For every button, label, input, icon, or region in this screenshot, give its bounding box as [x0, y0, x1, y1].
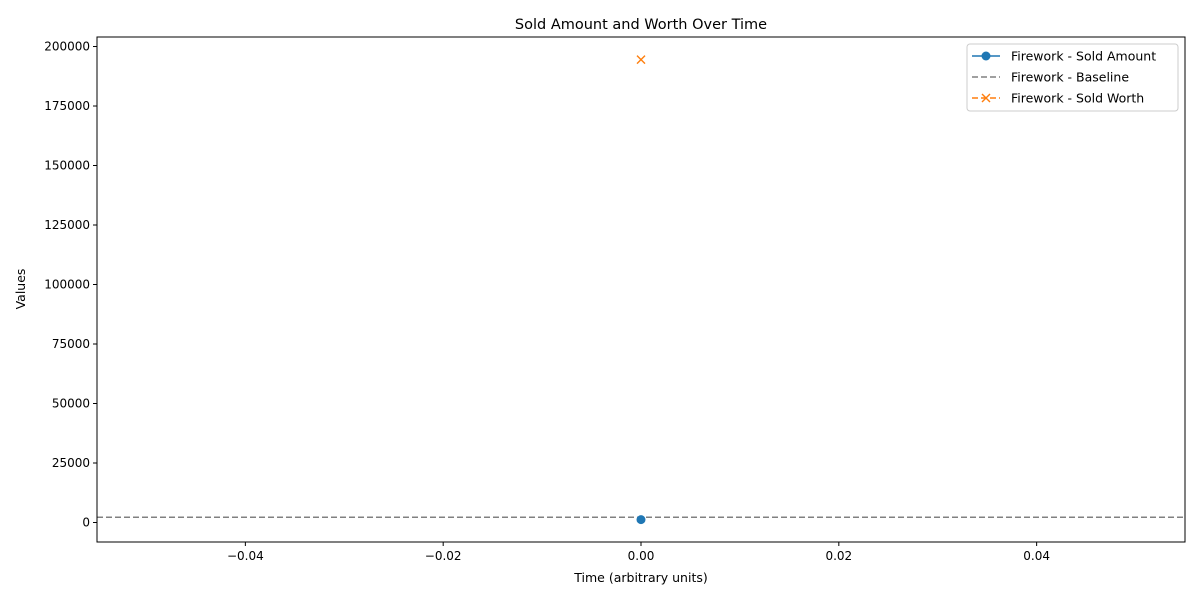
y-tick-label: 50000 [52, 396, 90, 410]
x-axis-label: Time (arbitrary units) [573, 570, 707, 585]
y-tick-label: 175000 [44, 99, 90, 113]
data-point-0 [636, 515, 646, 525]
y-axis-label: Values [13, 269, 28, 310]
legend-label: Firework - Sold Worth [1011, 91, 1144, 106]
x-tick-label: −0.04 [227, 549, 264, 563]
y-tick-label: 0 [82, 515, 90, 529]
plot-frame [96, 36, 1186, 543]
x-tick-label: 0.00 [628, 549, 655, 563]
x-tick-label: 0.04 [1023, 549, 1050, 563]
legend: Firework - Sold Amount Firework - Baselin… [966, 43, 1179, 112]
legend-marker-stroke [981, 93, 991, 103]
y-tick-label: 100000 [44, 278, 90, 292]
x-tick-label: 0.02 [825, 549, 852, 563]
data-point-1-stroke [636, 55, 646, 65]
legend-marker [981, 93, 991, 103]
chart-title: Sold Amount and Worth Over Time [515, 17, 767, 33]
y-tick-label: 200000 [44, 40, 90, 54]
data-point-1 [636, 55, 646, 65]
legend-marker [981, 51, 991, 61]
y-tick-label: 75000 [52, 337, 90, 351]
x-tick-label: −0.02 [425, 549, 462, 563]
legend-label: Firework - Baseline [1011, 70, 1129, 85]
y-tick-label: 125000 [44, 218, 90, 232]
y-tick-label: 150000 [44, 159, 90, 173]
legend-label: Firework - Sold Amount [1011, 49, 1156, 64]
plot-layer: −0.04 −0.02 0.00 0.02 0.04 0 25000 50000 75000 10… [44, 40, 1185, 563]
y-tick-label: 25000 [52, 456, 90, 470]
legend-frame [966, 43, 1179, 112]
